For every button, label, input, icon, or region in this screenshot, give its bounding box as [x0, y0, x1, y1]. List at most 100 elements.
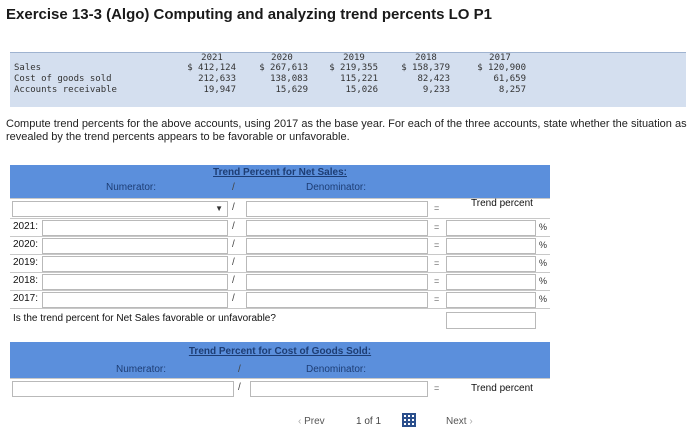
- select-dropdown[interactable]: ▼: [12, 201, 228, 217]
- sales-input-row-header: ▼ / = Trend percent: [10, 198, 550, 219]
- cell: 15,026: [345, 85, 378, 95]
- instructions-text: Compute trend percents for the above acc…: [6, 118, 687, 143]
- cell: 115,221: [340, 74, 378, 84]
- cell: $ 412,124: [187, 63, 236, 73]
- chevron-down-icon: ▼: [215, 204, 223, 213]
- page-total: 1: [375, 416, 382, 427]
- trend-percent-input[interactable]: [446, 292, 536, 308]
- sales-row-2017: 2017: / = %: [10, 290, 550, 309]
- sales-row-2020: 2020: / = %: [10, 236, 550, 255]
- sales-favorable-row: Is the trend percent for Net Sales favor…: [10, 308, 550, 331]
- trend-percent-header: Trend percent: [471, 383, 533, 394]
- slash: /: [238, 382, 241, 393]
- percent-sign: %: [539, 294, 548, 304]
- percent-sign: %: [539, 222, 548, 232]
- cogs-input-row: / = Trend percent: [10, 378, 550, 399]
- page-separator: of: [364, 416, 373, 427]
- equals-sign: =: [434, 294, 440, 304]
- year-2019: 2019: [343, 53, 365, 63]
- denominator-input[interactable]: [246, 274, 428, 290]
- year-label: 2017:: [13, 293, 39, 304]
- slash: /: [232, 275, 235, 286]
- next-label: Next: [446, 416, 467, 427]
- denominator-input[interactable]: [250, 381, 428, 397]
- numerator-input[interactable]: [42, 274, 228, 290]
- favorable-select[interactable]: [446, 312, 536, 329]
- prev-button[interactable]: ‹ Prev: [298, 416, 325, 427]
- row-label: Cost of goods sold: [14, 74, 112, 84]
- chevron-left-icon: ‹: [298, 416, 305, 427]
- prev-label: Prev: [304, 416, 325, 427]
- trend-percent-input[interactable]: [446, 220, 536, 236]
- slash: /: [232, 202, 235, 213]
- favorable-question: Is the trend percent for Net Sales favor…: [13, 313, 276, 324]
- slash: /: [232, 257, 235, 268]
- slash-header: /: [238, 364, 241, 375]
- slash: /: [232, 293, 235, 304]
- slash: /: [232, 239, 235, 250]
- cell: $ 219,355: [329, 63, 378, 73]
- equals-sign: =: [434, 258, 440, 268]
- trend-percent-input[interactable]: [446, 274, 536, 290]
- year-label: 2020:: [13, 239, 39, 250]
- cell: $ 158,379: [401, 63, 450, 73]
- cell: 138,083: [270, 74, 308, 84]
- year-2021: 2021: [201, 53, 223, 63]
- sales-row-2021: 2021: / = %: [10, 218, 550, 237]
- data-row-cogs: Cost of goods sold 212,633 138,083 115,2…: [10, 74, 686, 85]
- equals-sign: =: [434, 222, 440, 232]
- trend-percent-header: Trend percent: [471, 198, 533, 209]
- cell: 8,257: [498, 85, 526, 95]
- cogs-trend-panel: Trend Percent for Cost of Goods Sold: Nu…: [10, 342, 550, 399]
- cell: 61,659: [493, 74, 526, 84]
- row-label: Accounts receivable: [14, 85, 117, 95]
- page-current: 1: [356, 416, 362, 427]
- cell: 9,233: [422, 85, 450, 95]
- denominator-header: Denominator:: [306, 182, 367, 193]
- numerator-input[interactable]: [42, 220, 228, 236]
- trend-percent-input[interactable]: [446, 238, 536, 254]
- slash-header: /: [232, 182, 235, 193]
- year-2020: 2020: [271, 53, 293, 63]
- grid-icon[interactable]: [402, 413, 416, 430]
- year-2017: 2017: [489, 53, 511, 63]
- cell: 212,633: [198, 74, 236, 84]
- data-row-ar: Accounts receivable 19,947 15,629 15,026…: [10, 85, 686, 96]
- numerator-input[interactable]: [42, 256, 228, 272]
- denominator-input[interactable]: [246, 238, 428, 254]
- cogs-panel-header: Trend Percent for Cost of Goods Sold: Nu…: [10, 342, 550, 378]
- numerator-input[interactable]: [42, 292, 228, 308]
- trend-percent-input[interactable]: [446, 256, 536, 272]
- percent-sign: %: [539, 258, 548, 268]
- equals-sign: =: [434, 276, 440, 286]
- page-indicator: 1 of 1: [356, 416, 381, 427]
- year-header-row: 2021 2020 2019 2018 2017: [10, 53, 686, 64]
- slash: /: [232, 221, 235, 232]
- year-2018: 2018: [415, 53, 437, 63]
- cogs-panel-title: Trend Percent for Cost of Goods Sold:: [188, 346, 372, 357]
- equals-sign: =: [434, 203, 440, 213]
- chevron-right-icon: ›: [466, 416, 473, 427]
- cell: 82,423: [417, 74, 450, 84]
- percent-sign: %: [539, 240, 548, 250]
- denominator-input[interactable]: [246, 292, 428, 308]
- equals-sign: =: [434, 383, 440, 393]
- numerator-input[interactable]: [42, 238, 228, 254]
- numerator-header: Numerator:: [116, 364, 167, 375]
- sales-panel-title: Trend Percent for Net Sales:: [213, 167, 347, 178]
- sales-row-2018: 2018: / = %: [10, 272, 550, 291]
- year-label: 2021:: [13, 221, 39, 232]
- denominator-header: Denominator:: [306, 364, 367, 375]
- data-row-sales: Sales $ 412,124 $ 267,613 $ 219,355 $ 15…: [10, 63, 686, 74]
- denominator-input[interactable]: [246, 256, 428, 272]
- percent-sign: %: [539, 276, 548, 286]
- year-label: 2018:: [13, 275, 39, 286]
- cell: $ 120,900: [477, 63, 526, 73]
- equals-sign: =: [434, 240, 440, 250]
- sales-trend-panel: Trend Percent for Net Sales: Numerator: …: [10, 165, 550, 331]
- denominator-input[interactable]: [246, 220, 428, 236]
- cell: 15,629: [275, 85, 308, 95]
- next-button[interactable]: Next ›: [446, 416, 473, 427]
- numerator-input[interactable]: [12, 381, 234, 397]
- denominator-input[interactable]: [246, 201, 428, 217]
